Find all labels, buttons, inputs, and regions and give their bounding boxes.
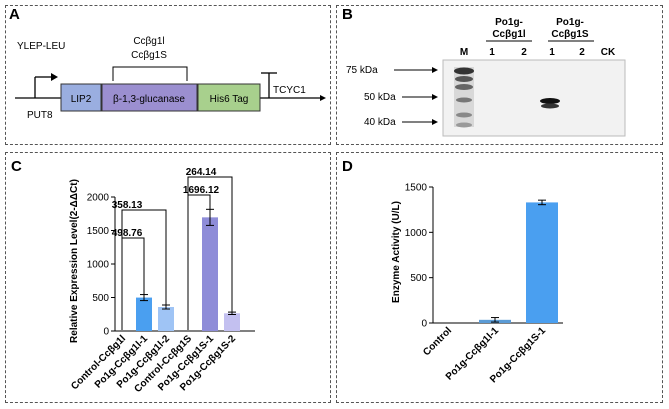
y-tick-label: 1500 — [405, 183, 428, 194]
panel-b-letter: B — [342, 6, 353, 23]
western-blot: Po1g- Ccβg1l Po1g- Ccβg1S M 1 2 1 2 CK 7… — [346, 17, 626, 137]
y-tick-label: 1000 — [405, 228, 428, 239]
enzyme-activity-chart: Enzyme Activity (U/L) 0 500 1000 1500 Contro… — [391, 183, 563, 385]
y-tick-label: 500 — [92, 293, 109, 304]
lane-ck: CK — [601, 47, 616, 58]
lip2-box — [60, 83, 102, 112]
panel-c — [5, 152, 331, 403]
glucanase-box — [101, 83, 198, 112]
panel-a — [5, 5, 331, 145]
panel-c-letter: C — [11, 158, 22, 175]
bracket-label-2: 498.76 — [112, 228, 143, 239]
his-tag-label: His6 Tag — [210, 94, 249, 105]
y-tick-label: 0 — [103, 327, 109, 338]
marker-50: 50 kDa — [364, 92, 396, 103]
bar — [202, 217, 218, 331]
group2-label-b: Ccβg1S — [551, 29, 589, 40]
y-tick-label: 2000 — [87, 193, 110, 204]
panel-d-letter: D — [342, 158, 353, 175]
lane-2b: 2 — [579, 47, 585, 58]
his-tag-box — [197, 83, 261, 112]
insert-label-1: Ccβg1l — [133, 36, 164, 47]
y-tick-label: 0 — [421, 319, 427, 330]
x-tick-label: Control — [421, 325, 454, 358]
lip2-label: LIP2 — [71, 94, 92, 105]
bar — [526, 202, 558, 323]
bracket-label-4: 1696.12 — [183, 185, 220, 196]
panel-d — [336, 152, 663, 403]
significance-bracket — [121, 237, 145, 330]
lane-1b: 1 — [549, 47, 555, 58]
lane-1a: 1 — [489, 47, 495, 58]
bar — [136, 297, 152, 331]
insert-label-2: Ccβg1S — [131, 50, 167, 61]
y-axis-title: Relative Expression Level(2-ΔΔCt) — [69, 179, 80, 343]
lane-2a: 2 — [521, 47, 527, 58]
y-tick-label: 1500 — [87, 226, 110, 237]
bracket-label-3: 264.14 — [186, 167, 217, 178]
marker-75: 75 kDa — [346, 65, 378, 76]
gel-image — [442, 59, 626, 137]
terminator-label: TCYC1 — [273, 85, 306, 96]
glucanase-label: β-1,3-glucanase — [113, 94, 185, 105]
bar — [224, 313, 240, 331]
y-tick-label: 500 — [410, 273, 427, 284]
bar — [158, 307, 174, 331]
expression-chart: 358.13 498.76 264.14 1696.12 Relative Ex… — [69, 167, 255, 395]
significance-bracket — [187, 194, 211, 330]
vector-name: YLEP-LEU — [17, 41, 65, 52]
panel-a-letter: A — [9, 6, 20, 23]
group1-label-b: Ccβg1l — [492, 29, 526, 40]
marker-40: 40 kDa — [364, 117, 396, 128]
group1-label-a: Po1g- — [495, 17, 523, 28]
y-axis-title: Enzyme Activity (U/L) — [391, 201, 402, 303]
lane-m: M — [460, 47, 468, 58]
bracket-label-1: 358.13 — [112, 200, 143, 211]
construct-diagram: YLEP-LEU PUT8 LIP2 β-1,3-glucanase His6 … — [15, 36, 326, 121]
promoter-label: PUT8 — [27, 110, 53, 121]
panel-b — [336, 5, 663, 145]
group2-label-a: Po1g- — [556, 17, 584, 28]
y-tick-label: 1000 — [87, 260, 110, 271]
